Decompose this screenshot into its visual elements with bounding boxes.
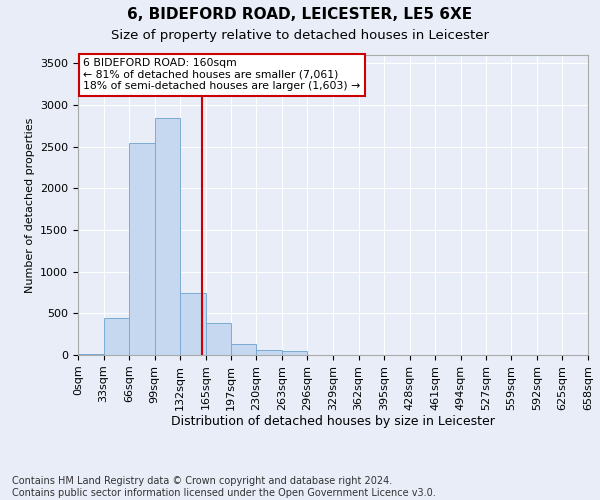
Bar (181, 292, 206, 355)
Bar (256, 350, 282, 355)
X-axis label: Distribution of detached houses by size in Leicester: Distribution of detached houses by size … (171, 416, 495, 428)
Text: Size of property relative to detached houses in Leicester: Size of property relative to detached ho… (111, 30, 489, 43)
Text: Contains HM Land Registry data © Crown copyright and database right 2024.
Contai: Contains HM Land Registry data © Crown c… (12, 476, 436, 498)
Y-axis label: Number of detached properties: Number of detached properties (25, 118, 35, 292)
Bar (282, 351, 307, 355)
Bar (104, 318, 129, 355)
Bar (155, 118, 181, 355)
Bar (206, 322, 230, 355)
Text: 6 BIDEFORD ROAD: 160sqm
← 81% of detached houses are smaller (7,061)
18% of semi: 6 BIDEFORD ROAD: 160sqm ← 81% of detache… (83, 58, 361, 91)
Bar (78, 354, 104, 355)
Bar (230, 344, 256, 355)
Text: 6, BIDEFORD ROAD, LEICESTER, LE5 6XE: 6, BIDEFORD ROAD, LEICESTER, LE5 6XE (127, 8, 473, 22)
Bar (129, 142, 155, 355)
